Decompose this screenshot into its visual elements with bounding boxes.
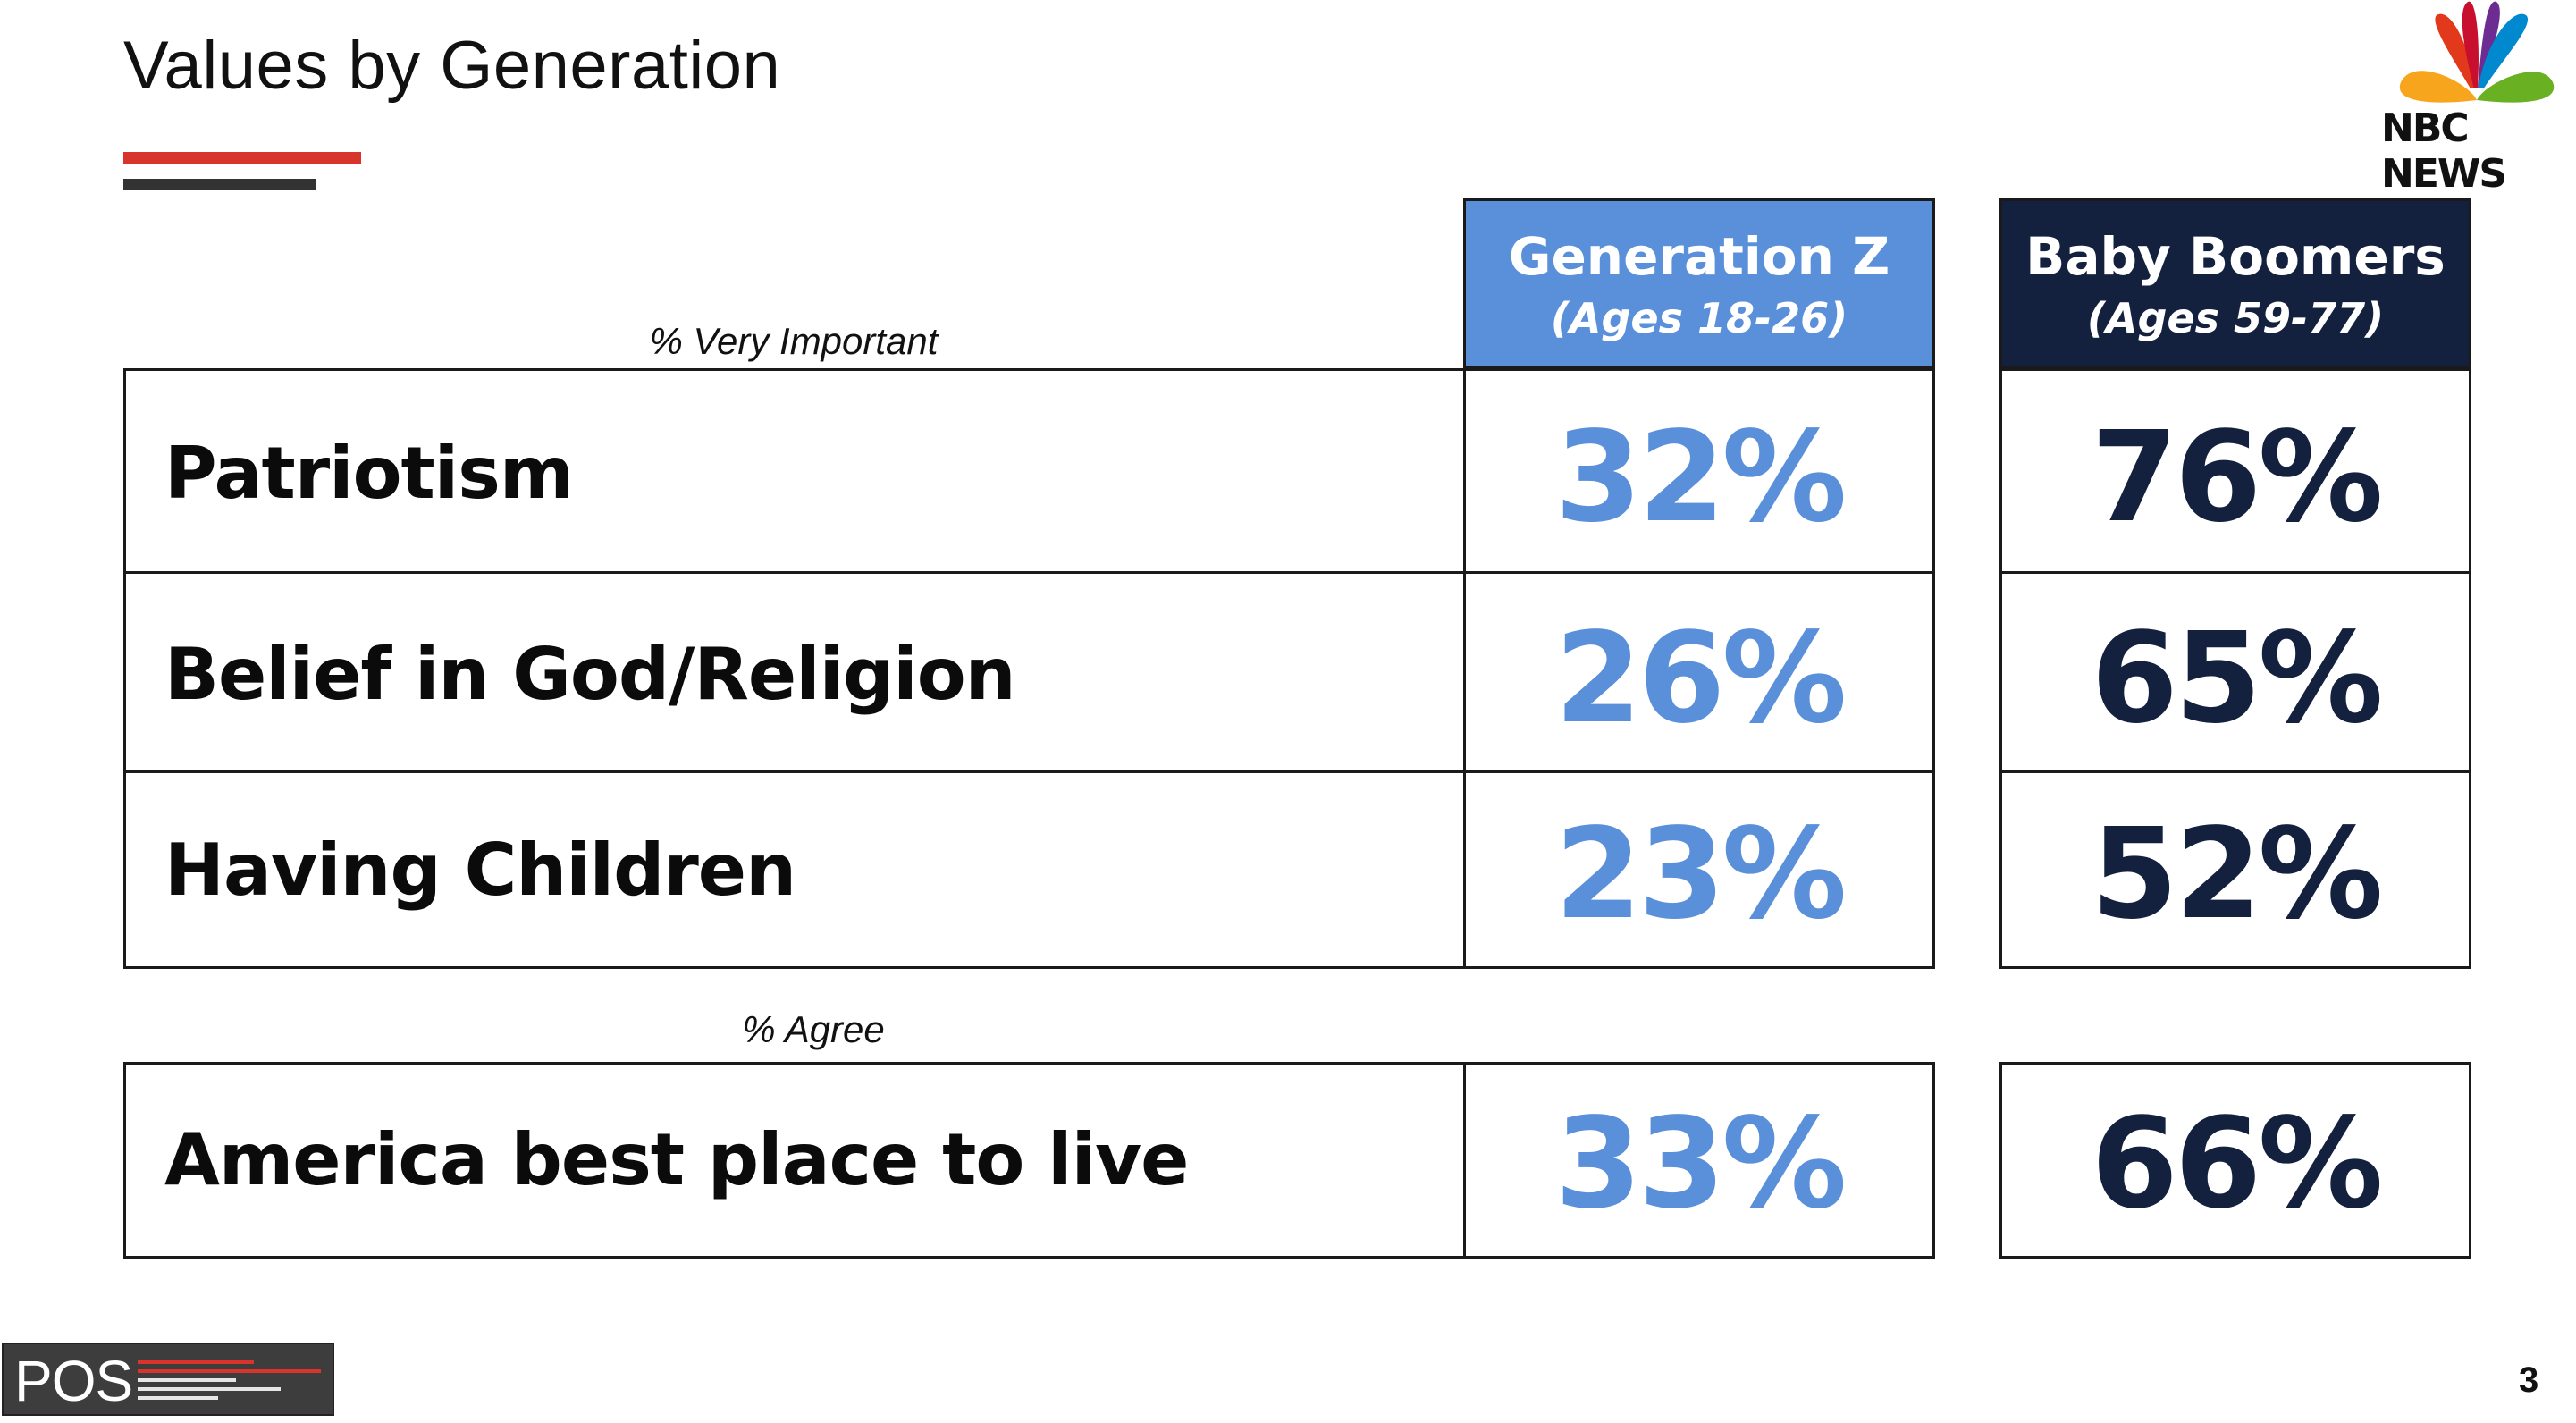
row-label: America best place to live [164, 1118, 1189, 1201]
table-row: Patriotism [123, 368, 1466, 574]
page-number: 3 [2519, 1360, 2539, 1400]
table-cell-boomers: 65% [1999, 571, 2471, 773]
table-cell-gen-z: 26% [1463, 571, 1935, 773]
section-label-agree: % Agree [742, 1008, 885, 1050]
table-cell-boomers: 76% [1999, 368, 2471, 574]
nbc-news-wordmark: NBC NEWS [2381, 105, 2507, 197]
table-cell-gen-z: 32% [1463, 368, 1935, 574]
title-underline-dark [123, 179, 316, 190]
value-gen-z: 33% [1554, 1091, 1847, 1237]
pos-logo-text: POS [14, 1349, 133, 1413]
row-label: Patriotism [164, 432, 574, 515]
table-row: America best place to live [123, 1062, 1466, 1259]
value-gen-z: 23% [1554, 802, 1847, 947]
pos-logo-lines-icon [138, 1360, 321, 1400]
pos-logo: POS [2, 1343, 334, 1416]
column-name: Baby Boomers [2025, 226, 2446, 287]
nbc-peacock-logo-icon [2399, 1, 2555, 103]
title-underline-red [123, 152, 361, 164]
value-boomers: 65% [2091, 606, 2383, 752]
value-gen-z: 26% [1554, 606, 1847, 752]
value-boomers: 52% [2091, 802, 2383, 947]
table-cell-boomers: 52% [1999, 770, 2471, 969]
column-name: Generation Z [1508, 226, 1890, 287]
table-row: Having Children [123, 770, 1466, 969]
value-boomers: 76% [2091, 405, 2383, 551]
column-ages: (Ages 59-77) [2086, 294, 2385, 342]
column-header-generation-z: Generation Z (Ages 18-26) [1463, 198, 1935, 368]
table-cell-gen-z: 33% [1463, 1062, 1935, 1259]
row-label: Having Children [164, 829, 796, 912]
value-gen-z: 32% [1554, 405, 1847, 551]
column-header-baby-boomers: Baby Boomers (Ages 59-77) [1999, 198, 2471, 368]
value-boomers: 66% [2091, 1091, 2383, 1237]
row-label: Belief in God/Religion [164, 633, 1016, 716]
section-label-very-important: % Very Important [649, 320, 939, 362]
table-cell-gen-z: 23% [1463, 770, 1935, 969]
table-row: Belief in God/Religion [123, 571, 1466, 773]
column-ages: (Ages 18-26) [1550, 294, 1848, 342]
table-cell-boomers: 66% [1999, 1062, 2471, 1259]
page-title: Values by Generation [123, 28, 781, 104]
